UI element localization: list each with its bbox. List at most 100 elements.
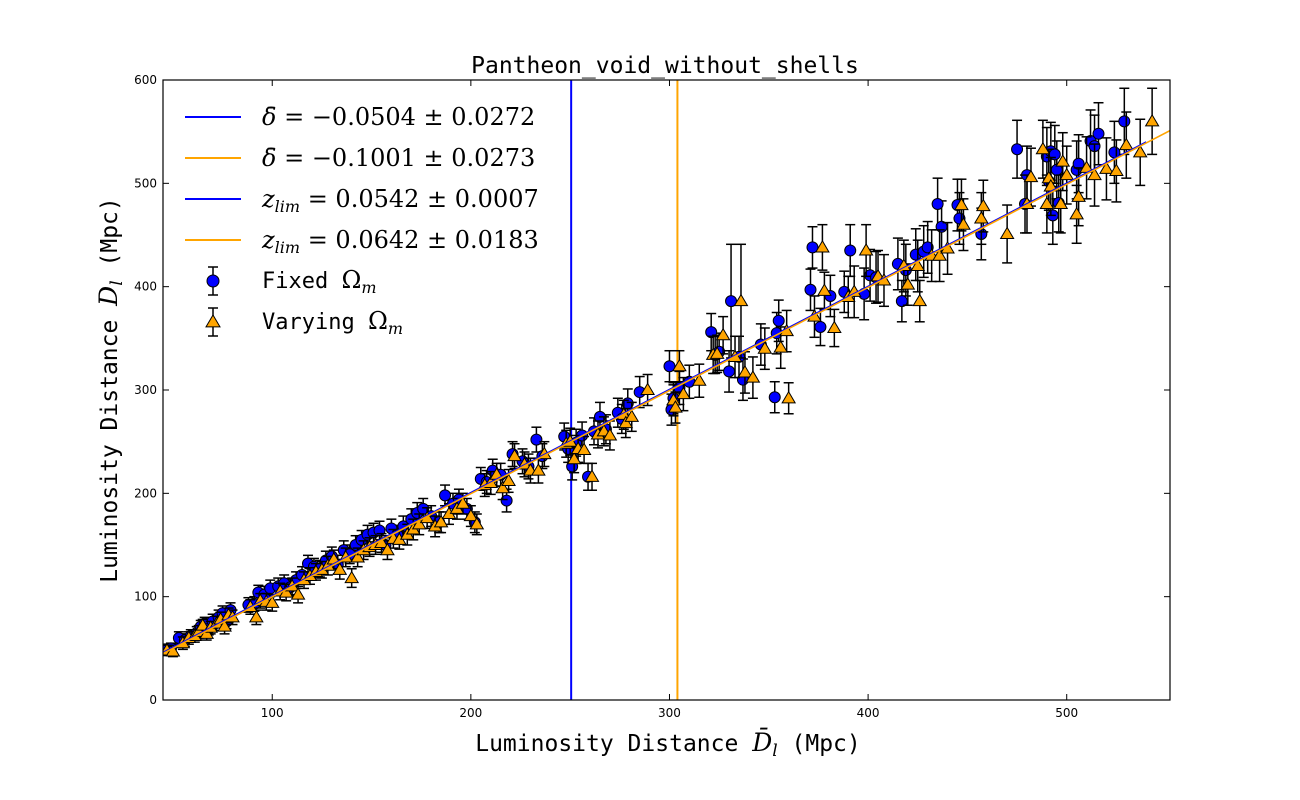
data-point	[1144, 113, 1160, 127]
axes: 100 200 300 400 500 0 100 200 300 400 500 600	[134, 73, 1171, 720]
data-point	[672, 358, 687, 372]
data-point	[495, 480, 511, 494]
data-point	[1039, 196, 1055, 210]
y-tick-label: 200	[134, 486, 157, 500]
chart-title: Pantheon_void_without_shells	[471, 53, 859, 79]
data-point	[1099, 161, 1114, 174]
data-point	[900, 277, 916, 290]
legend-value: = −0.1001 ± 0.0273	[276, 144, 535, 172]
legend-entry-2: δ̄ = −0.1001 ± 0.0273	[185, 144, 535, 172]
data-point	[380, 542, 395, 556]
data-point	[931, 198, 944, 210]
data-point	[332, 562, 348, 575]
legend-entry-3: zlim = 0.0542 ± 0.0007	[185, 185, 539, 216]
data-point	[733, 293, 749, 307]
data-point	[1118, 137, 1134, 151]
legend-entry-4: zlim = 0.0642 ± 0.0183	[185, 226, 539, 257]
y-axis-label-subscript: l	[107, 280, 127, 285]
y-axis-label-suffix: (Mpc)	[97, 197, 123, 280]
legend-symbol: Ω	[368, 307, 388, 335]
data-point	[344, 570, 360, 584]
data-point	[676, 386, 691, 400]
fit-line-1	[163, 141, 1147, 654]
data-point	[725, 295, 738, 308]
data-point	[804, 283, 817, 296]
x-tick-label: 400	[857, 706, 880, 720]
x-axis-label-symbol: D̄	[751, 728, 772, 757]
legend-subscript: m	[361, 278, 376, 297]
y-tick-label: 400	[134, 280, 157, 294]
data-point	[932, 248, 947, 261]
data-point	[463, 508, 479, 522]
data-point	[815, 239, 830, 253]
data-point	[350, 549, 366, 563]
legend-symbol: δ̄	[262, 103, 276, 131]
data-point	[248, 609, 264, 623]
data-point	[1023, 169, 1039, 183]
data-point	[768, 391, 781, 404]
y-tick-label: 100	[134, 590, 157, 604]
data-point	[663, 360, 676, 373]
data-point	[921, 241, 934, 254]
y-tick-label: 0	[149, 693, 157, 707]
data-point	[772, 314, 785, 327]
data-point	[217, 619, 232, 632]
legend-marker	[205, 314, 221, 328]
data-point	[773, 340, 789, 353]
data-point	[757, 341, 773, 354]
legend-value: = −0.0504 ± 0.0272	[276, 103, 535, 131]
legend-label: zlim = 0.0642 ± 0.0183	[261, 226, 539, 257]
data-point	[826, 320, 842, 334]
x-axis-label-subscript: l	[772, 741, 777, 761]
legend-label: zlim = 0.0542 ± 0.0007	[261, 185, 539, 216]
data-point	[640, 382, 656, 396]
data-point	[1087, 167, 1102, 181]
legend-label: δ̄ = −0.1001 ± 0.0273	[262, 144, 535, 172]
fit-line-2	[163, 129, 1170, 655]
legend-label: Fixed Ωm	[262, 266, 377, 297]
legend-symbol: z	[261, 185, 275, 213]
x-tick-label: 100	[261, 706, 284, 720]
data-point	[1118, 115, 1131, 128]
legend-marker	[206, 274, 220, 288]
data-point	[912, 293, 928, 307]
data-point	[531, 463, 546, 476]
data-point	[975, 198, 991, 212]
data-point	[624, 409, 640, 422]
legend-subscript: lim	[275, 238, 300, 257]
data-point	[723, 365, 736, 378]
legend-text: Fixed	[262, 269, 341, 294]
data-point	[817, 283, 832, 296]
data-point	[439, 489, 452, 502]
data-point	[999, 226, 1015, 240]
data-point	[1055, 154, 1071, 167]
data-point	[530, 433, 543, 446]
x-axis-label: Luminosity Distance D̄l (Mpc)	[475, 728, 861, 761]
data-point	[500, 494, 513, 507]
data-point	[507, 448, 522, 462]
legend-entry-1: δ̄ = −0.0504 ± 0.0272	[185, 103, 535, 131]
legend-value: = 0.0542 ± 0.0007	[300, 185, 539, 213]
legend-entry-6: Varying Ωm	[205, 307, 403, 338]
x-tick-label: 200	[459, 706, 482, 720]
data-point	[1035, 141, 1051, 155]
data-point	[501, 473, 516, 486]
y-tick-label: 600	[134, 73, 157, 87]
data-point	[737, 364, 753, 378]
legend-subscript: lim	[275, 197, 300, 216]
legend-entry-5: Fixed Ωm	[206, 266, 377, 297]
data-point	[195, 618, 211, 631]
data-point	[584, 469, 600, 482]
data-point	[814, 320, 827, 333]
data-point	[715, 327, 731, 341]
legend-text: Varying	[262, 310, 368, 335]
data-point	[691, 373, 707, 386]
data-point	[956, 217, 971, 230]
data-point	[745, 370, 761, 383]
y-axis-label-symbol: D	[94, 286, 123, 307]
y-axis-label-prefix: Luminosity Distance	[97, 306, 123, 583]
legend-symbol: δ̄	[262, 144, 276, 172]
y-tick-label: 500	[134, 176, 157, 190]
data-point	[668, 400, 683, 413]
